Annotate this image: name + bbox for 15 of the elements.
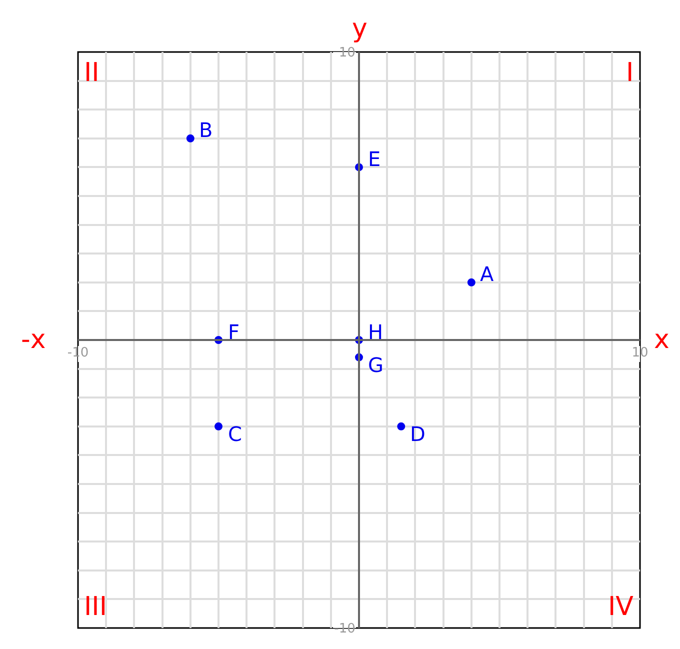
text: -x — [21, 325, 46, 355]
annotation: II — [84, 58, 100, 88]
annotation: D — [410, 422, 426, 446]
annotation: A — [480, 262, 494, 286]
annotation: E — [368, 147, 381, 171]
y-axis-title: y — [352, 14, 368, 44]
annotation: III — [84, 592, 108, 622]
annotation: B — [199, 118, 213, 142]
annotation: IV — [608, 592, 634, 622]
annotation: F — [228, 320, 240, 344]
x-axis-title: x — [654, 325, 670, 355]
annotation: I — [626, 58, 634, 88]
annotation: H — [368, 320, 384, 344]
annotation: G — [368, 353, 384, 377]
annotation: C — [228, 422, 242, 446]
